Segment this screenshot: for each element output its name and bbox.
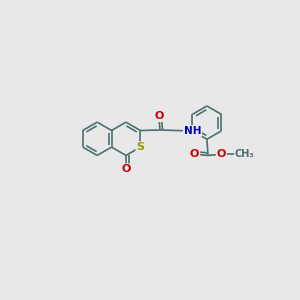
Text: S: S (136, 142, 144, 152)
Text: O: O (217, 149, 226, 159)
Text: NH: NH (184, 126, 201, 136)
Text: CH₃: CH₃ (235, 149, 254, 159)
Text: O: O (121, 164, 130, 174)
Text: O: O (190, 149, 199, 159)
Text: O: O (154, 111, 164, 121)
